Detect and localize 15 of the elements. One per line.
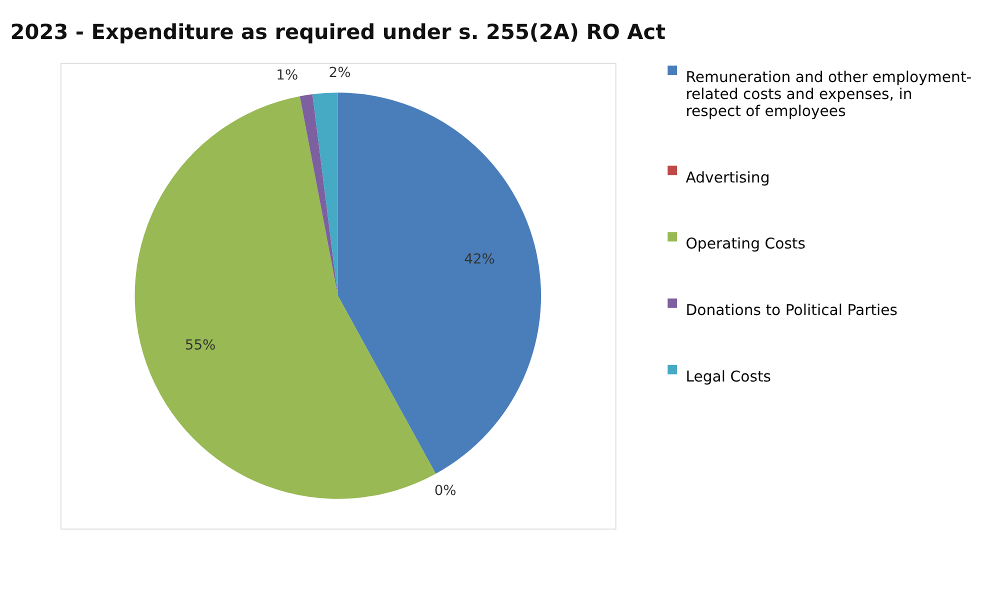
pie-slice — [312, 92, 338, 296]
legend-label: Legal Costs — [686, 367, 772, 386]
text: 0% — [434, 483, 456, 500]
data-label: 1% — [276, 68, 298, 84]
chart-title: 2023 - Expenditure as required under s. 255(2A) RO Act — [10, 20, 666, 44]
data-label: 2% — [328, 65, 351, 82]
pie-slice — [300, 94, 338, 296]
legend-label: Donations to Political Parties — [686, 301, 898, 320]
legend-label: Remuneration and other employment-related costs and expenses, in respect of employees — [686, 68, 972, 120]
legend-label: Advertising — [686, 168, 770, 186]
pie-slice — [134, 96, 436, 499]
legend-label: Operating Costs — [686, 234, 806, 253]
pie-slice — [338, 92, 541, 474]
data-label: 55% — [184, 337, 216, 354]
data-label: 42% — [464, 251, 495, 268]
